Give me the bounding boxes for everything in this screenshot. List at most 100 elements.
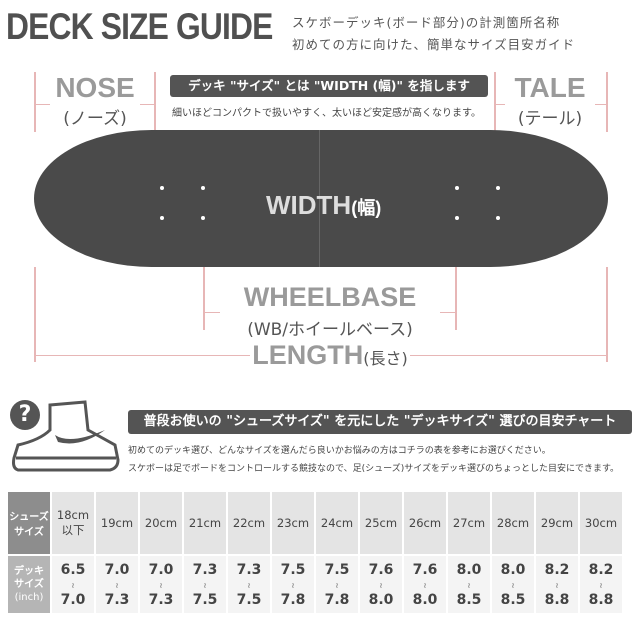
tale-label: TALE: [505, 72, 595, 104]
deck-size-cell: 7.6 ≀ 8.0: [404, 556, 446, 613]
header-line: サイズ: [14, 579, 44, 590]
deck-max: 8.5: [456, 591, 482, 608]
question-icon: ?: [10, 400, 40, 430]
deck-size-cell: 7.3 ≀ 7.5: [228, 556, 270, 613]
shoe-size-text: 18cm: [56, 508, 90, 522]
deck-size-cell: 7.0 ≀ 7.3: [140, 556, 182, 613]
shoe-size-text: 20cm: [144, 516, 178, 530]
tale-guide-right: [606, 72, 608, 132]
deck-min: 8.2: [544, 561, 570, 578]
truck-hole: [201, 186, 205, 190]
deck-min: 7.5: [280, 561, 306, 578]
length-jp: (長さ): [363, 349, 408, 368]
deck-max: 8.8: [544, 591, 570, 608]
header-line: (inch): [14, 592, 44, 603]
shoe-icon: [12, 400, 120, 472]
chart-note-1: 初めてのデッキ選び、どんなサイズを選んだら良いかお悩みの方はコチラの表を参考にお…: [128, 446, 551, 456]
shoe-size-text: 25cm: [364, 516, 398, 530]
shoe-size-text: 23cm: [276, 516, 310, 530]
shoe-size-cell: 30cm: [580, 492, 622, 554]
size-chart-table: シューズサイズ 18cm 以下 19cm 20cm 21cm 22cm 23cm 24cm 25…: [6, 490, 624, 615]
tilde: ≀: [203, 580, 207, 590]
length-guide-right: [606, 267, 608, 362]
deck-min: 8.2: [588, 561, 614, 578]
wheelbase-jp: (WB/ホイールベース): [220, 315, 440, 340]
tilde: ≀: [291, 580, 295, 590]
tilde: ≀: [599, 580, 603, 590]
shoe-size-cell: 19cm: [96, 492, 138, 554]
shoe-size-text: 30cm: [584, 516, 618, 530]
tilde: ≀: [335, 580, 339, 590]
tilde: ≀: [379, 580, 383, 590]
length-label: LENGTH(長さ): [250, 340, 410, 371]
deck-size-cell: 8.2 ≀ 8.8: [580, 556, 622, 613]
width-banner: デッキ "サイズ" とは "WIDTH (幅)" を指します: [170, 75, 488, 97]
shoe-size-text: 21cm: [188, 516, 222, 530]
deck-size-cell: 7.5 ≀ 7.8: [316, 556, 358, 613]
shoe-size-cell: 28cm: [492, 492, 534, 554]
truck-hole: [455, 186, 459, 190]
shoe-size-text: 29cm: [540, 516, 574, 530]
deck-size-row: デッキ サイズ (inch) 6.5 ≀ 7.0 7.0 ≀ 7.3 7.0 ≀ 7.3 7.3 ≀ 7.…: [8, 556, 622, 613]
shoe-size-cell: 24cm: [316, 492, 358, 554]
nose-jp: (ノーズ): [50, 104, 140, 129]
tilde: ≀: [467, 580, 471, 590]
truck-hole: [160, 216, 164, 220]
deck-max: 8.5: [500, 591, 526, 608]
deck-size-cell: 7.6 ≀ 8.0: [360, 556, 402, 613]
chart-banner: 普段お使いの "シューズサイズ" を元にした "デッキサイズ" 選びの目安チャー…: [128, 410, 632, 434]
tilde: ≀: [423, 580, 427, 590]
hand-note-1: スケボーデッキ(ボード部分)の計測箇所名称: [292, 15, 561, 30]
tilde: ≀: [555, 580, 559, 590]
deck-max: 7.3: [148, 591, 174, 608]
deck-size-header: デッキサイズ (inch): [8, 556, 50, 613]
deck-min: 7.6: [368, 561, 394, 578]
wheelbase-label: WHEELBASE: [220, 282, 440, 313]
deck-min: 7.6: [412, 561, 438, 578]
deck-min: 7.3: [192, 561, 218, 578]
shoe-size-text: 19cm: [100, 516, 134, 530]
tilde: ≀: [247, 580, 251, 590]
deck-size-cell: 7.3 ≀ 7.5: [184, 556, 226, 613]
tale-guide-left: [494, 72, 496, 132]
truck-hole: [160, 186, 164, 190]
truck-hole: [201, 216, 205, 220]
deck-max: 7.8: [324, 591, 350, 608]
shoe-size-cell: 27cm: [448, 492, 490, 554]
shoe-size-text: 以下: [61, 523, 85, 537]
tale-jp: (テール): [505, 104, 595, 129]
chart-note-2: スケボーは足でボードをコントロールする競技なので、足(シューズ)サイズをデッキ選…: [128, 464, 620, 474]
wb-guide-left: [203, 220, 205, 330]
header-line: デッキ: [14, 566, 44, 577]
shoe-size-cell: 22cm: [228, 492, 270, 554]
nose-label: NOSE: [50, 72, 140, 104]
shoe-size-cell: 18cm 以下: [52, 492, 94, 554]
shoe-size-text: 24cm: [320, 516, 354, 530]
shoe-size-text: 22cm: [232, 516, 266, 530]
tilde: ≀: [511, 580, 515, 590]
width-en: WIDTH: [266, 190, 352, 220]
deck-min: 6.5: [60, 561, 86, 578]
deck-size-cell: 6.5 ≀ 7.0: [52, 556, 94, 613]
shoe-size-cell: 23cm: [272, 492, 314, 554]
tilde: ≀: [159, 580, 163, 590]
tilde: ≀: [115, 580, 119, 590]
shoe-size-header: シューズ サイズ: [8, 492, 50, 554]
length-guide-left: [34, 267, 36, 362]
hand-note-2: 初めての方に向けた、簡単なサイズ目安ガイド: [292, 37, 576, 52]
shoe-size-text: 26cm: [408, 516, 442, 530]
deck-size-cell: 8.2 ≀ 8.8: [536, 556, 578, 613]
deck-max: 7.3: [104, 591, 130, 608]
wb-guide-right: [455, 220, 457, 330]
nose-guide-right: [154, 72, 156, 132]
shoe-size-row: シューズサイズ 18cm 以下 19cm 20cm 21cm 22cm 23cm 24cm 25…: [8, 492, 622, 554]
header-line: サイズ: [14, 527, 44, 538]
shoe-size-text: 27cm: [452, 516, 486, 530]
deck-max: 8.0: [368, 591, 394, 608]
truck-hole: [496, 186, 500, 190]
truck-hole: [496, 216, 500, 220]
deck-min: 7.5: [324, 561, 350, 578]
length-en: LENGTH: [252, 340, 364, 370]
shoe-size-cell: 26cm: [404, 492, 446, 554]
header-line: シューズ: [9, 512, 49, 523]
